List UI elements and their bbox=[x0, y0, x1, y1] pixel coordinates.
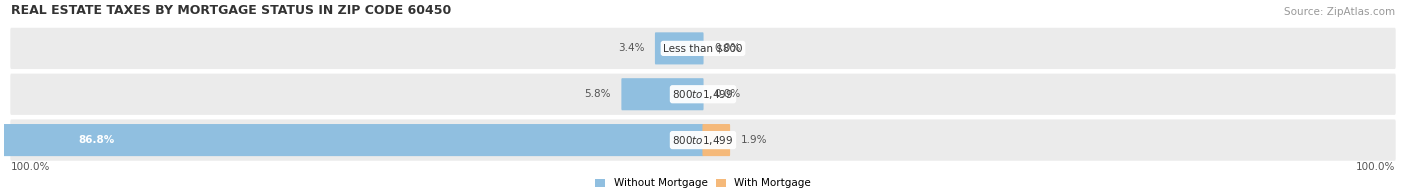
FancyBboxPatch shape bbox=[621, 78, 703, 110]
Text: 0.0%: 0.0% bbox=[714, 43, 741, 53]
Text: 5.8%: 5.8% bbox=[585, 89, 610, 99]
Text: 86.8%: 86.8% bbox=[79, 135, 114, 145]
FancyBboxPatch shape bbox=[703, 124, 730, 156]
FancyBboxPatch shape bbox=[10, 74, 1396, 115]
Text: 100.0%: 100.0% bbox=[1355, 162, 1395, 172]
Text: 0.0%: 0.0% bbox=[714, 89, 741, 99]
FancyBboxPatch shape bbox=[655, 32, 703, 64]
FancyBboxPatch shape bbox=[0, 124, 703, 156]
Text: 3.4%: 3.4% bbox=[617, 43, 644, 53]
Text: Source: ZipAtlas.com: Source: ZipAtlas.com bbox=[1284, 7, 1395, 17]
Text: REAL ESTATE TAXES BY MORTGAGE STATUS IN ZIP CODE 60450: REAL ESTATE TAXES BY MORTGAGE STATUS IN … bbox=[11, 4, 451, 17]
Text: $800 to $1,499: $800 to $1,499 bbox=[672, 88, 734, 101]
Text: Less than $800: Less than $800 bbox=[664, 43, 742, 53]
Text: 100.0%: 100.0% bbox=[11, 162, 51, 172]
Legend: Without Mortgage, With Mortgage: Without Mortgage, With Mortgage bbox=[591, 174, 815, 192]
Text: $800 to $1,499: $800 to $1,499 bbox=[672, 134, 734, 147]
Text: 1.9%: 1.9% bbox=[741, 135, 768, 145]
FancyBboxPatch shape bbox=[10, 28, 1396, 69]
FancyBboxPatch shape bbox=[10, 119, 1396, 161]
